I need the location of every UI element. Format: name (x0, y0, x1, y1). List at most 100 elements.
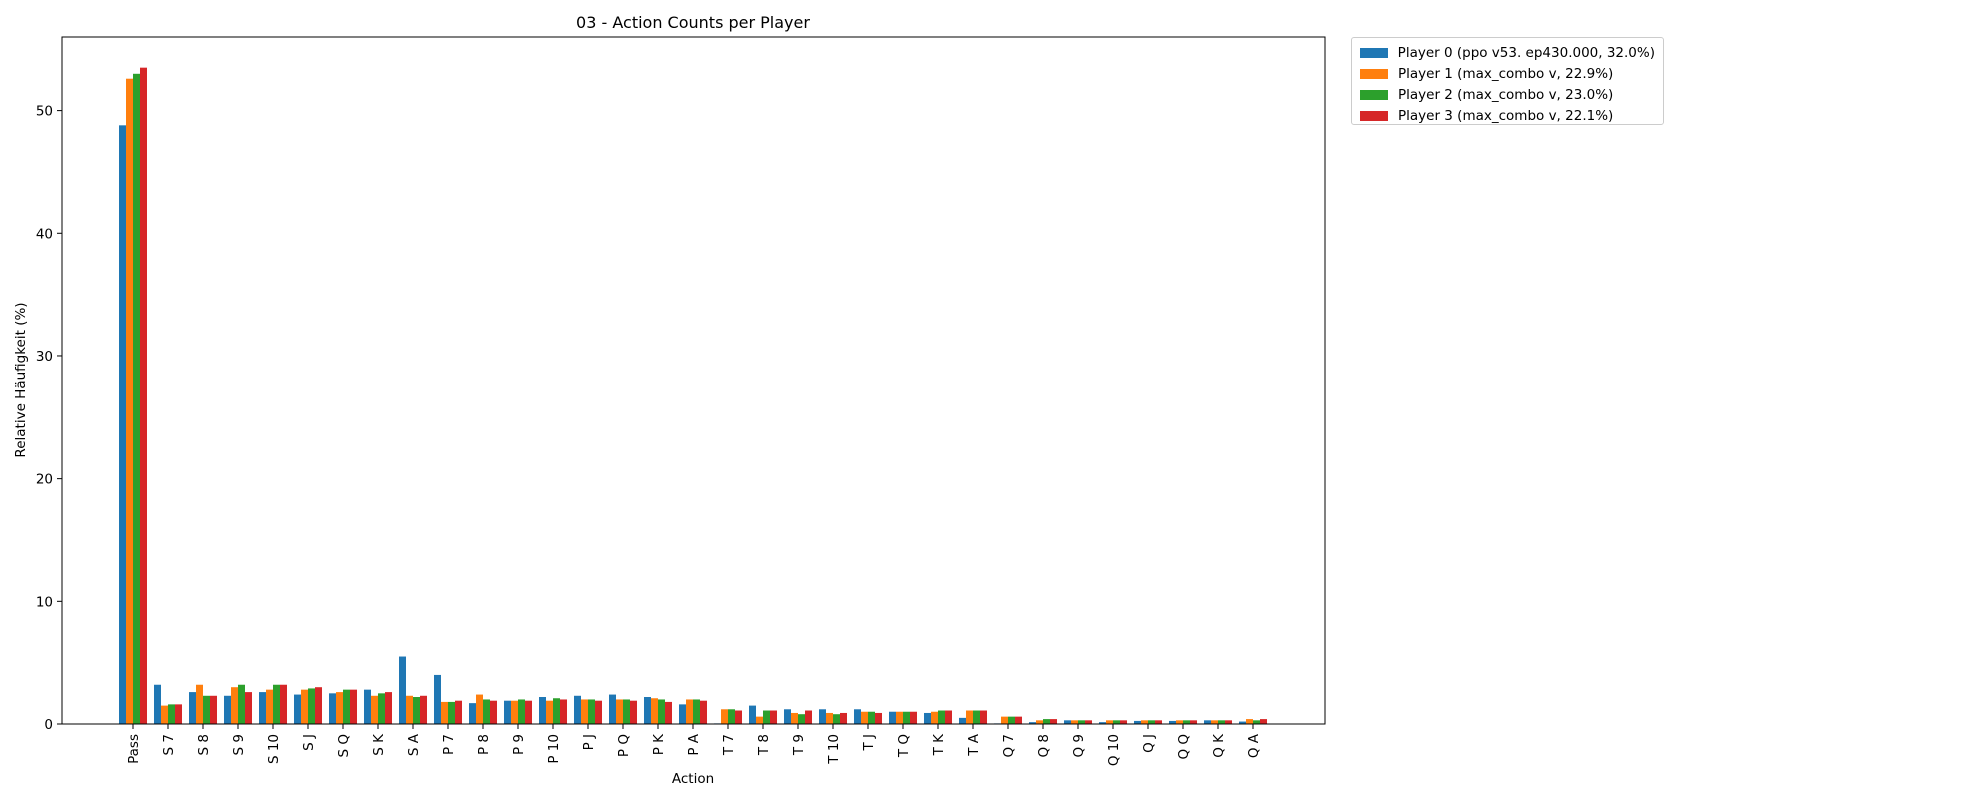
bar (511, 700, 518, 724)
bar (1141, 720, 1148, 724)
bar (154, 684, 161, 724)
bar (364, 689, 371, 724)
x-tick-label: S 8 (196, 734, 212, 755)
x-tick-label: S 10 (266, 734, 282, 764)
bar (504, 700, 511, 724)
bar (763, 710, 770, 724)
bar (1036, 720, 1043, 724)
bar (875, 712, 882, 724)
bar (686, 699, 693, 724)
bar (903, 711, 910, 724)
bar (1029, 722, 1036, 724)
bar (931, 711, 938, 724)
bar (385, 692, 392, 724)
x-tick-label: P J (581, 734, 597, 750)
bar (574, 695, 581, 724)
bar (1106, 720, 1113, 724)
bar (1225, 720, 1232, 724)
bar (231, 687, 238, 724)
bar (665, 701, 672, 724)
bar (399, 656, 406, 724)
x-tick-label: S K (371, 733, 387, 756)
chart-title: 03 - Action Counts per Player (576, 13, 810, 32)
bar (273, 684, 280, 724)
bar (1190, 720, 1197, 724)
bar (1078, 720, 1085, 724)
bar (700, 700, 707, 724)
bar (889, 711, 896, 724)
x-tick-label: P 8 (476, 734, 492, 755)
x-tick-label: T K (931, 733, 947, 757)
bar (1253, 720, 1260, 724)
bar (595, 700, 602, 724)
bars-group (119, 67, 1267, 725)
bar (784, 709, 791, 724)
x-axis: Pass S 7 S 8 S 9 S 10 S J S Q S K S A P 7 P 8 P 9 P … (126, 724, 1262, 766)
bar (1148, 720, 1155, 724)
bar (168, 704, 175, 724)
legend-entry: Player 3 (max_combo v, 22.1%) (1360, 105, 1655, 126)
bar (455, 700, 462, 724)
bar (1155, 720, 1162, 724)
x-tick-label: P 10 (546, 734, 562, 764)
bar (749, 705, 756, 724)
bar (1239, 721, 1246, 724)
legend-entry: Player 2 (max_combo v, 23.0%) (1360, 84, 1655, 105)
bar (350, 689, 357, 724)
x-tick-label: P Q (616, 734, 632, 757)
bar (1134, 720, 1141, 724)
bar (819, 709, 826, 724)
bar (161, 705, 168, 724)
bar (518, 699, 525, 724)
bar (126, 78, 133, 724)
bar (560, 699, 567, 724)
bar (630, 700, 637, 724)
bar (1085, 720, 1092, 724)
bar (119, 125, 126, 724)
legend-swatch (1360, 68, 1388, 79)
y-axis: 0 10 20 30 40 50 (36, 104, 62, 733)
bar (728, 709, 735, 724)
bar (294, 694, 301, 724)
bar (854, 709, 861, 724)
bar (546, 700, 553, 724)
legend-swatch (1360, 110, 1388, 121)
bar (175, 704, 182, 724)
bar (770, 710, 777, 724)
bar (553, 698, 560, 724)
bar (525, 700, 532, 724)
bar (616, 699, 623, 724)
legend: Player 0 (ppo v53. ep430.000, 32.0%) Pla… (1351, 37, 1664, 125)
bar (805, 710, 812, 724)
bar (644, 697, 651, 724)
bar (840, 712, 847, 724)
y-tick-label: 30 (36, 349, 53, 365)
bar (1099, 722, 1106, 724)
bar (539, 697, 546, 724)
x-tick-label: S Q (336, 734, 352, 758)
bar (371, 695, 378, 724)
bar (308, 688, 315, 724)
x-tick-label: S 9 (231, 734, 247, 755)
bar (658, 699, 665, 724)
bar (259, 692, 266, 724)
x-tick-label: T 10 (826, 734, 842, 765)
bar (1001, 716, 1008, 724)
bar (476, 694, 483, 724)
x-tick-label: Q 10 (1106, 734, 1122, 766)
bar (973, 710, 980, 724)
bar (756, 716, 763, 724)
bar (588, 699, 595, 724)
y-tick-label: 0 (44, 717, 53, 733)
bar (1176, 720, 1183, 724)
bar (609, 694, 616, 724)
x-tick-label: Q J (1141, 734, 1157, 753)
bar (448, 701, 455, 724)
bar (1071, 720, 1078, 724)
bar (336, 692, 343, 724)
legend-label: Player 0 (ppo v53. ep430.000, 32.0%) (1397, 44, 1655, 61)
x-tick-label: T 9 (791, 734, 807, 756)
bar (1113, 720, 1120, 724)
bar (469, 703, 476, 724)
bar (861, 711, 868, 724)
